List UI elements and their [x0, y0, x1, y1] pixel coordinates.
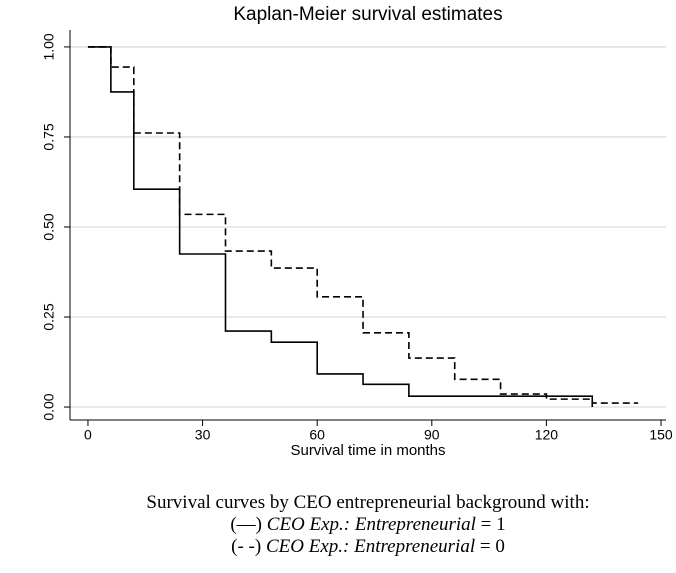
x-tick-label: 0 — [84, 427, 92, 443]
x-tick-label: 90 — [424, 427, 440, 443]
y-tick-label: 0.00 — [41, 393, 57, 420]
caption-line: (- -) CEO Exp.: Entrepreneurial = 0 — [231, 536, 505, 557]
x-tick-label: 60 — [309, 427, 325, 443]
caption-text: (- -) — [231, 536, 266, 557]
chart-title: Kaplan-Meier survival estimates — [233, 4, 502, 25]
caption-line: Survival curves by CEO entrepreneurial b… — [146, 492, 589, 513]
x-tick-label: 30 — [195, 427, 211, 443]
x-tick-label: 120 — [535, 427, 559, 443]
y-tick-label: 1.00 — [41, 33, 57, 60]
y-tick-label: 0.75 — [41, 123, 57, 150]
y-tick-label: 0.25 — [41, 303, 57, 330]
survival-curve — [87, 46, 639, 404]
caption-text: (—) — [230, 514, 266, 535]
caption-text: = 0 — [475, 536, 505, 557]
y-tick-label: 0.50 — [41, 213, 57, 240]
x-axis-title: Survival time in months — [290, 442, 445, 459]
caption-text: CEO Exp.: Entrepreneurial — [266, 536, 475, 557]
caption-text: = 1 — [476, 514, 506, 535]
caption-line: (—) CEO Exp.: Entrepreneurial = 1 — [230, 514, 505, 535]
caption-text: CEO Exp.: Entrepreneurial — [267, 514, 476, 535]
x-tick-label: 150 — [649, 427, 673, 443]
